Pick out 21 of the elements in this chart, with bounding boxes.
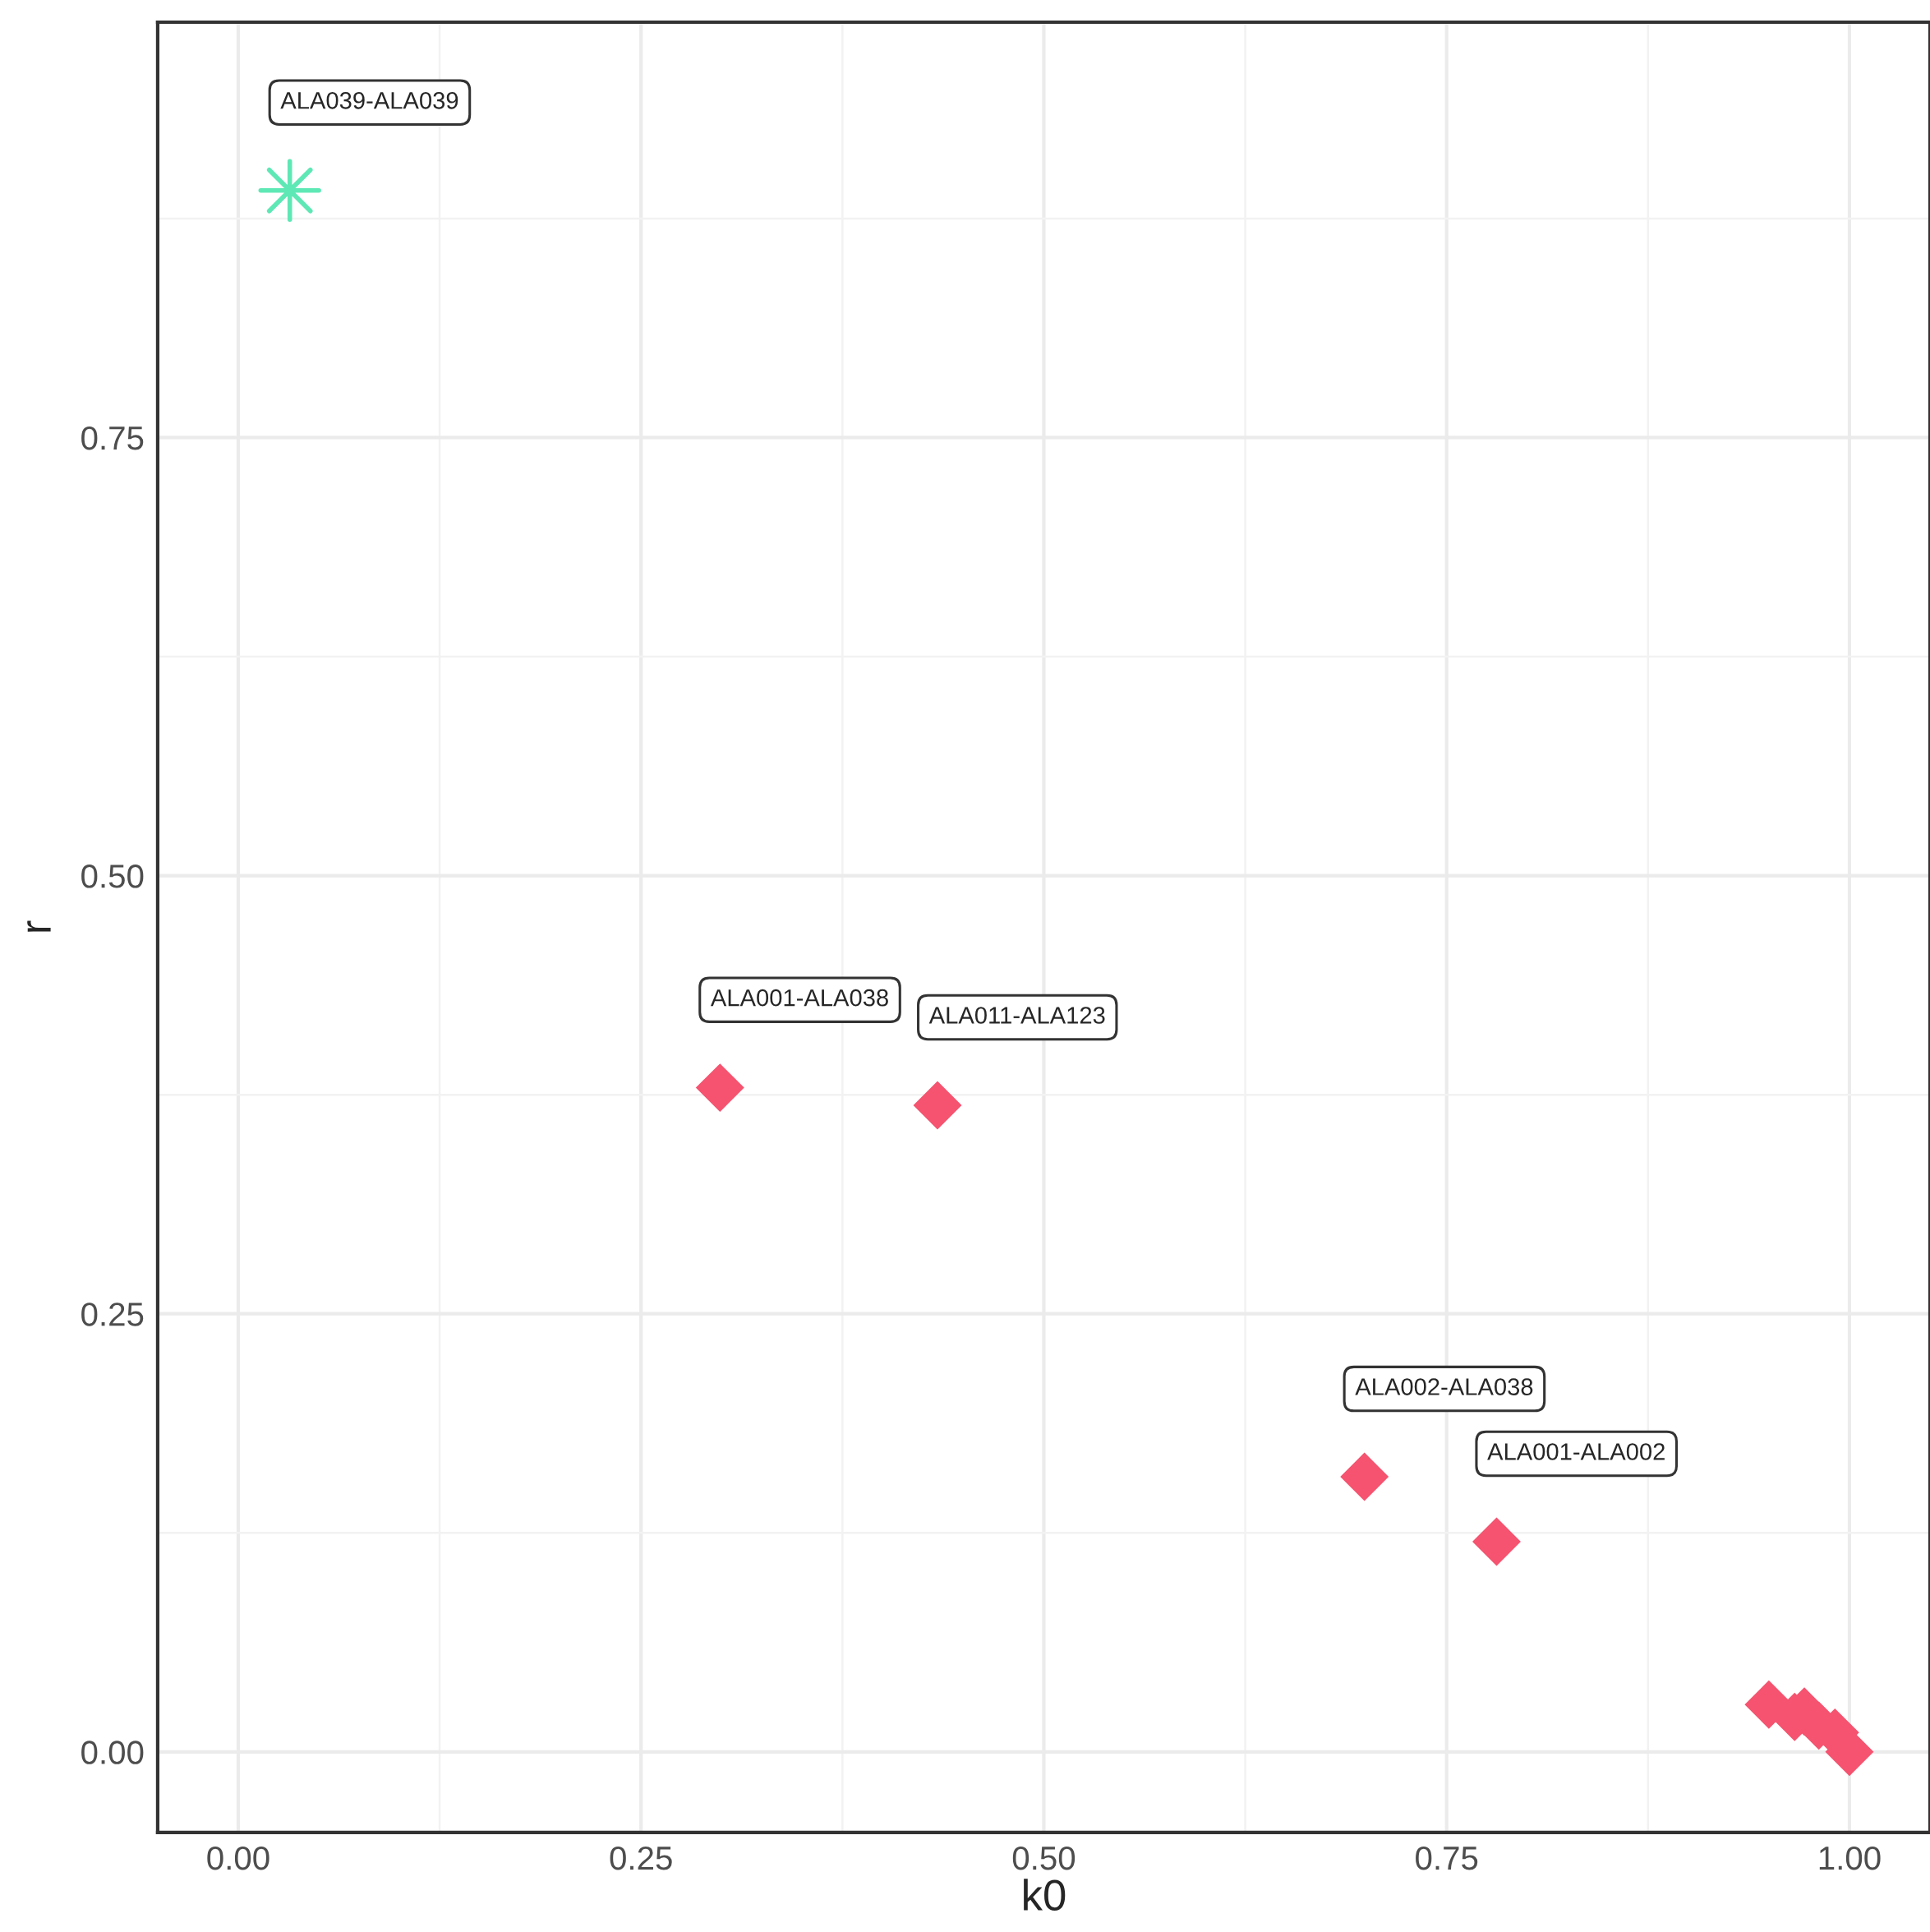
data-label: ALA001-ALA002 xyxy=(1487,1443,1665,1460)
x-tick-label: 0.50 xyxy=(1012,1846,1076,1870)
data-label: ALA011-ALA123 xyxy=(928,1007,1105,1024)
point xyxy=(1472,1517,1521,1566)
x-tick-label: 1.00 xyxy=(1819,1846,1881,1870)
point xyxy=(695,1063,744,1113)
data-label: ALA039-ALA039 xyxy=(280,91,458,109)
point xyxy=(1340,1452,1389,1501)
y-axis-title: r xyxy=(27,920,51,932)
point xyxy=(913,1081,962,1130)
y-tick-label: 0.50 xyxy=(81,865,144,888)
y-tick-label: 0.00 xyxy=(81,1741,144,1764)
x-tick-label: 0.25 xyxy=(610,1846,672,1870)
x-tick-label: 0.75 xyxy=(1416,1846,1478,1870)
y-tick-label: 0.25 xyxy=(81,1303,144,1326)
x-tick-label: 0.00 xyxy=(207,1846,269,1870)
x-axis-title: k0 xyxy=(1024,1879,1066,1911)
data-label: ALA002-ALA038 xyxy=(1355,1378,1533,1395)
y-tick-label: 0.75 xyxy=(81,426,144,450)
data-label: ALA001-ALA038 xyxy=(710,989,888,1007)
point xyxy=(258,159,321,222)
